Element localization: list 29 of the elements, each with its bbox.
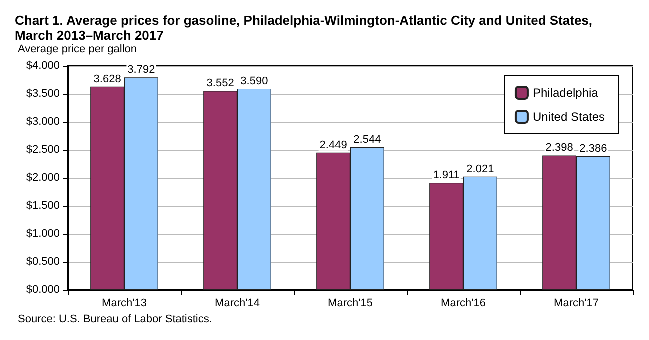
data-label: 3.792 (128, 64, 156, 76)
data-label: 2.544 (354, 134, 382, 146)
source-note: Source: U.S. Bureau of Labor Statistics. (18, 314, 212, 326)
x-tick-label: March'17 (554, 298, 599, 310)
y-tick-label: $4.000 (26, 60, 60, 72)
y-tick-label: $1.000 (26, 228, 60, 240)
data-label: 3.590 (240, 75, 268, 88)
data-label: 2.398 (546, 142, 574, 154)
data-label: 2.449 (320, 139, 348, 152)
legend-label: United States (532, 110, 606, 124)
y-tick-label: $3.500 (26, 88, 60, 100)
y-tick-label: $2.000 (26, 172, 60, 184)
x-tick-label: March'13 (102, 298, 147, 310)
x-tick-label: March'16 (441, 298, 486, 310)
x-tick-label: March'14 (215, 298, 260, 310)
legend-label: Philadelphia (532, 86, 599, 100)
y-tick-label: $0.000 (26, 284, 60, 296)
chart-title: Chart 1. Average prices for gasoline, Philadelphia-Wilmington-Atlantic City and United States, March 2013–March 2017 (15, 13, 593, 43)
y-axis-title: Average price per gallon (18, 44, 138, 56)
y-tick-label: $0.500 (26, 256, 60, 268)
data-label: 3.628 (94, 73, 122, 86)
data-label: 2.021 (466, 163, 494, 176)
data-label: 3.552 (206, 78, 234, 90)
y-tick-label: $3.000 (26, 116, 60, 128)
data-label: 2.386 (580, 142, 608, 155)
y-tick-label: $1.500 (26, 200, 60, 212)
x-tick-label: March'15 (328, 298, 373, 310)
data-label: 1.911 (433, 169, 460, 182)
y-tick-label: $2.500 (26, 144, 60, 156)
